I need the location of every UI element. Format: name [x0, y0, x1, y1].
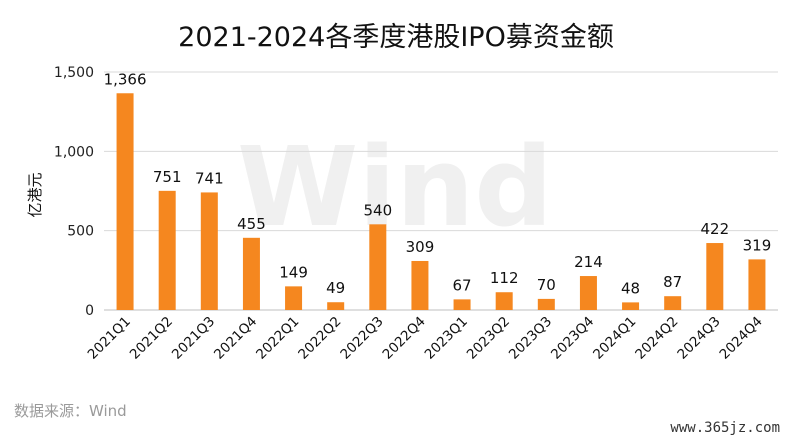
bar [327, 302, 345, 310]
y-tick-label: 0 [85, 303, 94, 319]
bar [622, 302, 640, 310]
data-label: 112 [490, 269, 519, 287]
bars [116, 93, 766, 311]
x-tick-label: 2022Q3 [337, 314, 386, 363]
x-tick-label: 2024Q1 [590, 314, 639, 363]
bar [537, 298, 555, 310]
x-tick-label: 2023Q2 [464, 314, 513, 363]
y-tick-label: 1,500 [54, 65, 94, 81]
data-label: 751 [153, 168, 182, 186]
x-tick-labels: 2021Q12021Q22021Q32021Q42022Q12022Q22022… [85, 314, 766, 363]
y-tick-label: 1,000 [54, 144, 94, 160]
chart-title: 2021-2024各季度港股IPO募资金额 [178, 22, 614, 53]
data-label: 48 [621, 279, 640, 297]
watermark: Wind [237, 123, 553, 251]
data-label: 455 [237, 215, 266, 233]
bar [200, 192, 218, 310]
y-tick-labels: 0 500 1,000 1,500 [54, 65, 94, 319]
x-tick-label: 2022Q2 [295, 314, 344, 363]
source-note: 数据来源：Wind [14, 402, 127, 420]
x-tick-label: 2024Q3 [674, 314, 723, 363]
bar [453, 299, 471, 310]
bar [285, 286, 303, 310]
data-label: 540 [363, 201, 392, 219]
data-label: 70 [537, 276, 556, 294]
bar [369, 224, 387, 310]
data-label: 422 [700, 220, 729, 238]
data-label: 87 [663, 273, 682, 291]
x-tick-label: 2023Q1 [422, 314, 471, 363]
data-label: 149 [279, 263, 308, 281]
bar [495, 292, 513, 310]
data-label: 214 [574, 253, 603, 271]
site-watermark: www.365jz.com [670, 420, 780, 436]
y-tick-label: 500 [67, 224, 94, 240]
data-labels: 1,366 751 741 455 149 49 540 309 67 112 70 214 48 87 4… [104, 70, 772, 297]
bar [748, 259, 766, 310]
data-label: 67 [453, 276, 472, 294]
x-tick-label: 2022Q4 [380, 314, 429, 363]
data-label: 1,366 [104, 70, 147, 88]
bar [242, 237, 260, 310]
x-tick-label: 2022Q1 [253, 314, 302, 363]
data-label: 309 [406, 238, 435, 256]
x-tick-label: 2024Q2 [632, 314, 681, 363]
x-tick-label: 2021Q1 [85, 314, 134, 363]
bar [664, 296, 682, 310]
bar [411, 260, 429, 310]
bar [116, 93, 134, 311]
x-tick-label: 2021Q4 [211, 314, 260, 363]
bar [158, 190, 176, 310]
data-label: 741 [195, 169, 224, 187]
x-tick-label: 2024Q4 [717, 314, 766, 363]
bar [706, 243, 724, 310]
y-axis-label: 亿港元 [26, 172, 44, 217]
x-tick-label: 2023Q4 [548, 314, 597, 363]
bar [579, 276, 597, 310]
x-tick-label: 2021Q3 [169, 314, 218, 363]
data-label: 49 [326, 279, 345, 297]
data-label: 319 [743, 236, 772, 254]
x-tick-label: 2021Q2 [127, 314, 176, 363]
x-tick-label: 2023Q3 [506, 314, 555, 363]
